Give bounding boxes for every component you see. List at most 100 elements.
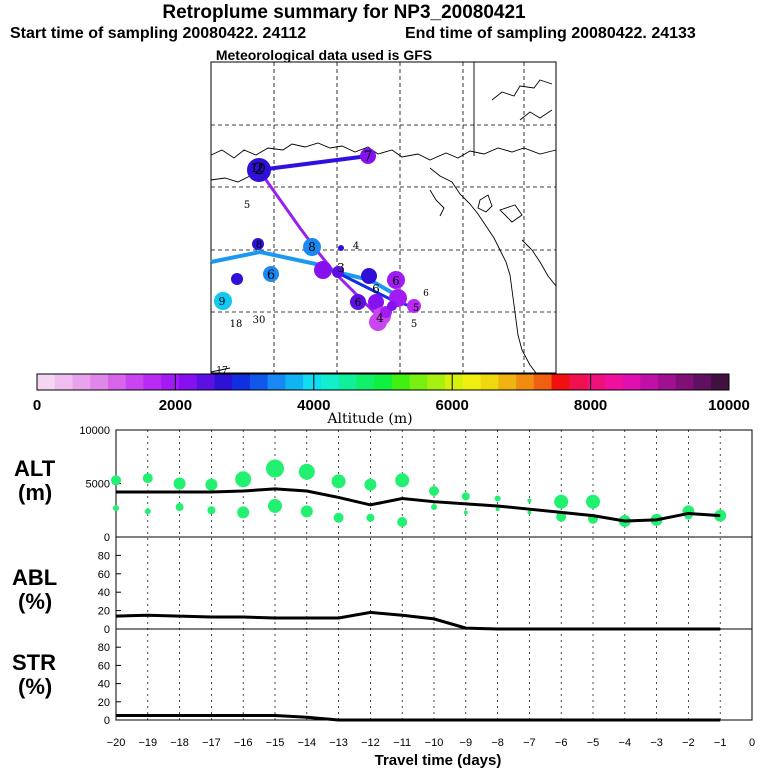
x-tick-label: −10 <box>425 737 444 749</box>
colorbar-swatch <box>462 374 482 390</box>
coastlines <box>210 62 557 374</box>
colorbar-swatch <box>72 374 91 390</box>
alt-label: ALT <box>14 456 56 481</box>
x-tick-label: −4 <box>619 737 632 749</box>
alt-lower-mark <box>556 511 567 522</box>
met-data-note: Meteorological data used is GFS <box>215 47 433 63</box>
cluster-circle <box>214 292 232 310</box>
alt-lower-mark <box>113 505 119 512</box>
colorbar-swatch <box>267 374 286 390</box>
start-time: Start time of sampling 20080422. 24112 <box>10 25 307 42</box>
cluster-label: 6 <box>355 296 362 309</box>
cluster-label: 5 <box>244 200 250 211</box>
alt-mean-line <box>116 487 721 523</box>
map-grid <box>211 62 556 373</box>
colorbar-swatch <box>551 374 570 390</box>
alt-upper-mark <box>235 471 252 488</box>
x-tick-label: −3 <box>650 737 663 749</box>
alt-upper-mark <box>205 478 218 491</box>
cluster-circle <box>387 301 397 311</box>
colorbar-swatch <box>178 374 198 390</box>
alt-lower-mark <box>431 504 437 511</box>
cluster-circle <box>350 294 366 310</box>
cluster-label: 10 <box>250 161 265 175</box>
cluster-label: 2 <box>254 159 264 178</box>
colorbar-swatch <box>533 374 553 390</box>
colorbar-swatch <box>107 374 127 390</box>
colorbar-swatch <box>587 374 606 390</box>
x-tick-label: −20 <box>107 737 126 749</box>
cluster-circle <box>369 313 387 331</box>
cluster-circle <box>361 268 377 284</box>
colorbar-swatch <box>196 374 215 390</box>
colorbar-swatch <box>161 374 180 390</box>
colorbar-swatch <box>711 374 730 390</box>
cluster-label: 8 <box>308 240 316 254</box>
colorbar-swatch <box>391 374 411 390</box>
alt-upper-mark <box>298 463 315 480</box>
alt-lower-mark <box>175 503 184 512</box>
colorbar-swatch <box>249 374 269 390</box>
colorbar-swatch <box>232 374 251 390</box>
x-tick-label: −1 <box>714 737 727 749</box>
colorbar-label: 8000 <box>574 397 607 414</box>
colorbar-swatch <box>303 374 322 390</box>
str-label: STR <box>12 650 56 675</box>
x-axis-title: Travel time (days) <box>375 752 502 768</box>
y-tick-label: 80 <box>98 642 110 654</box>
cluster-circles <box>214 148 421 331</box>
colorbar-swatch <box>143 374 162 390</box>
alt-unit: (m) <box>18 480 52 505</box>
cluster-label: 6 <box>372 282 380 296</box>
trajectory-line <box>258 154 369 172</box>
x-tick-label: −19 <box>138 737 157 749</box>
alt-upper-mark <box>331 474 346 489</box>
y-tick-label: 5000 <box>86 479 110 491</box>
y-tick-label: 20 <box>98 697 110 709</box>
colorbar-swatch <box>498 374 517 390</box>
colorbar-swatch <box>480 374 499 390</box>
alt-lower-mark <box>463 510 468 515</box>
y-tick-label: 0 <box>104 624 110 636</box>
colorbar-swatch <box>37 374 56 390</box>
colorbar-label: 0 <box>33 397 41 414</box>
x-tick-label: −7 <box>523 737 536 749</box>
colorbar-swatch <box>338 374 357 390</box>
colorbar-swatch <box>640 374 659 390</box>
x-tick-label: −2 <box>682 737 695 749</box>
cluster-label: 9 <box>219 295 226 308</box>
cluster-circle <box>231 273 243 285</box>
abl-label: ABL <box>12 565 57 590</box>
alt-lower-mark <box>527 510 532 515</box>
alt-lower-mark <box>397 517 408 528</box>
alt-upper-mark <box>429 485 439 496</box>
x-tick-label: −14 <box>297 737 316 749</box>
cluster-circle <box>360 148 376 164</box>
altitude-colorbar: 0 2000 4000 6000 8000 10000 <box>33 373 750 414</box>
alt-lower-mark <box>144 508 151 515</box>
cluster-circle <box>332 266 344 278</box>
cluster-label: 4 <box>353 241 359 252</box>
alt-upper-mark <box>111 475 121 486</box>
colorbar-label: 10000 <box>708 397 750 414</box>
colorbar-label: 6000 <box>436 397 469 414</box>
y-tick-label: 0 <box>104 532 110 544</box>
alt-upper-mark <box>554 494 569 509</box>
cluster-label: 18 <box>230 319 243 330</box>
y-tick-label: 40 <box>98 587 110 599</box>
cluster-circle <box>407 299 421 313</box>
x-tick-label: −13 <box>329 737 348 749</box>
colorbar-swatch <box>569 374 588 390</box>
colorbar-label: 2000 <box>159 397 192 414</box>
cluster-circle <box>303 238 321 256</box>
y-axis-ticks: 10000 5000 0 80 60 40 20 0 80 60 40 20 0 <box>79 425 121 727</box>
cluster-label: 6 <box>423 289 429 299</box>
x-tick-label: −12 <box>361 737 380 749</box>
colorbar-swatch <box>90 374 109 390</box>
colorbar-swatch <box>54 374 73 390</box>
cluster-label: 17 <box>216 366 228 376</box>
x-tick-label: −15 <box>266 737 285 749</box>
alt-upper-mark <box>395 473 410 488</box>
alt-upper-mark <box>494 495 501 502</box>
